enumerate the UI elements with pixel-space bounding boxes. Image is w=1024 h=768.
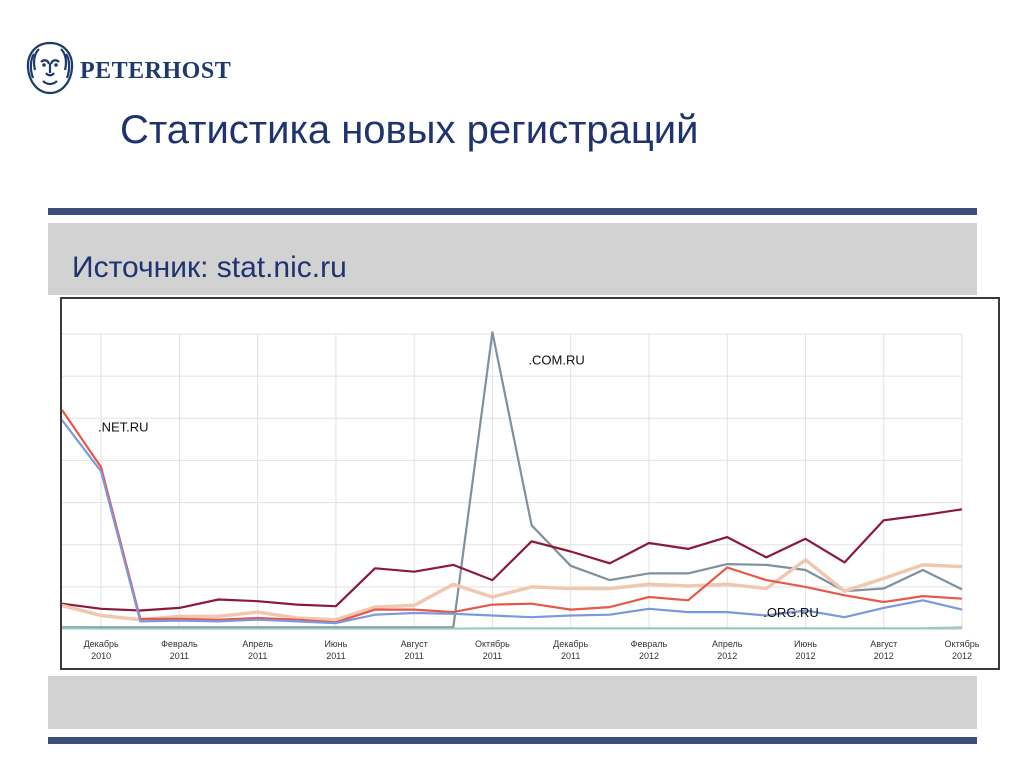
x-tick-month-8: Апрель <box>712 639 743 649</box>
x-tick-month-3: Июнь <box>324 639 347 649</box>
x-tick-month-5: Октябрь <box>475 639 510 649</box>
x-tick-year-5: 2011 <box>483 651 502 661</box>
x-tick-year-9: 2012 <box>795 651 815 661</box>
annotation-1: .NET.RU <box>98 420 149 435</box>
x-tick-month-9: Июнь <box>794 639 817 649</box>
x-tick-year-4: 2011 <box>404 651 423 661</box>
bottom-band <box>48 676 977 729</box>
x-tick-year-8: 2012 <box>717 651 737 661</box>
x-tick-month-2: Апрель <box>242 639 273 649</box>
series-line-5 <box>62 626 963 630</box>
x-tick-year-11: 2012 <box>952 651 972 661</box>
source-text: Источник: stat.nic.ru <box>72 251 347 284</box>
series-line-3 <box>62 409 963 624</box>
lion-head-icon <box>26 41 74 95</box>
annotation-0: .COM.RU <box>528 352 584 367</box>
source-band: Источник: stat.nic.ru <box>48 222 977 295</box>
x-tick-year-10: 2012 <box>874 651 894 661</box>
series-line-1 <box>62 508 963 612</box>
x-tick-month-10: Август <box>870 639 897 649</box>
x-tick-month-7: Февраль <box>631 639 668 649</box>
slide-title: Статистика новых регистраций <box>120 108 699 152</box>
x-tick-month-4: Август <box>401 639 428 649</box>
x-tick-year-0: 2010 <box>91 651 111 661</box>
line-chart: 0500100015002000250030003500Декабрь2010Ф… <box>62 331 980 661</box>
x-tick-year-7: 2012 <box>639 651 659 661</box>
series-line-4 <box>62 419 963 625</box>
brand-name: PETERHOST <box>80 58 232 84</box>
x-tick-year-2: 2011 <box>248 651 267 661</box>
top-divider <box>48 208 977 215</box>
x-tick-year-6: 2011 <box>561 651 580 661</box>
series-line-2 <box>62 558 963 622</box>
x-tick-month-6: Декабрь <box>553 639 588 649</box>
bottom-divider <box>48 737 977 744</box>
annotation-2: .ORG.RU <box>763 605 819 620</box>
x-tick-month-11: Октябрь <box>945 639 980 649</box>
series-line-0 <box>62 331 963 629</box>
peterhost-logo: PETERHOST <box>24 40 244 96</box>
chart-frame: 0500100015002000250030003500Декабрь2010Ф… <box>60 297 1000 670</box>
x-tick-month-0: Декабрь <box>84 639 119 649</box>
x-tick-month-1: Февраль <box>161 639 198 649</box>
x-tick-year-3: 2011 <box>326 651 345 661</box>
x-tick-year-1: 2011 <box>170 651 189 661</box>
